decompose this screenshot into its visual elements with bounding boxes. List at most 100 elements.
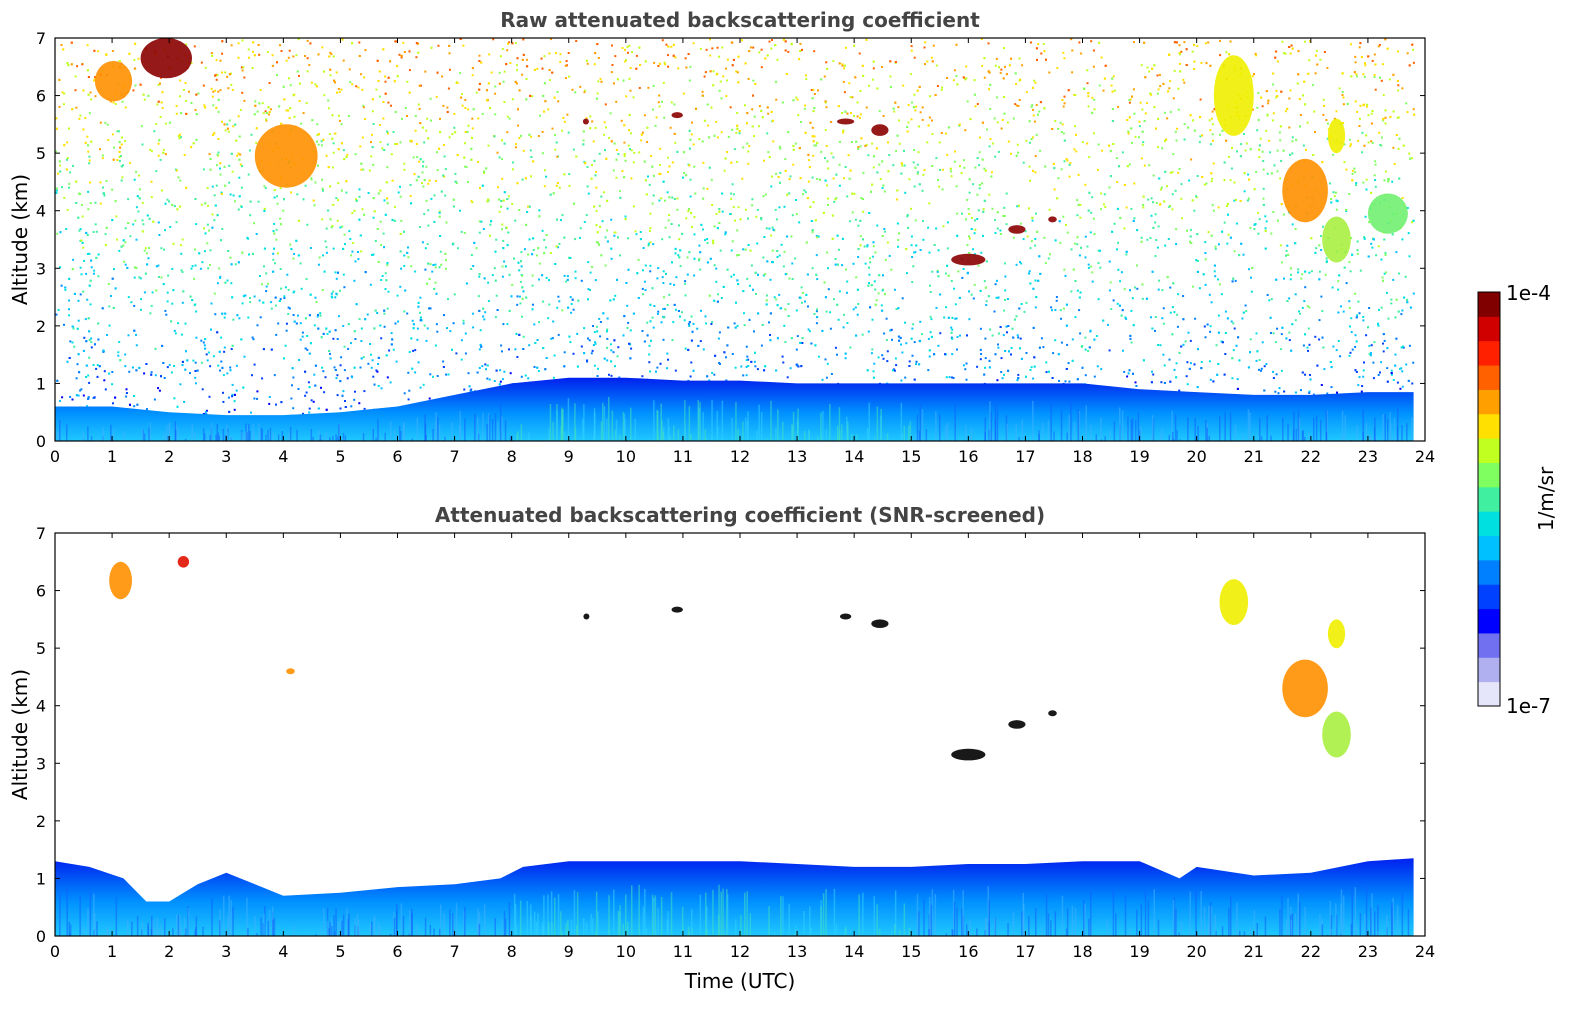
noise-speck (213, 292, 216, 295)
noise-speck (972, 297, 975, 300)
noise-speck (164, 153, 167, 156)
noise-speck (1078, 309, 1081, 312)
noise-speck (177, 176, 180, 179)
noise-speck (180, 244, 183, 247)
noise-speck (83, 336, 86, 339)
noise-speck (745, 359, 748, 362)
noise-speck (574, 277, 577, 280)
noise-speck (717, 337, 720, 340)
noise-speck (506, 323, 509, 326)
noise-speck (232, 125, 235, 128)
noise-speck (1015, 315, 1018, 318)
noise-speck (486, 377, 489, 380)
noise-speck (1006, 121, 1009, 124)
noise-speck (1330, 386, 1333, 389)
noise-speck (913, 149, 916, 151)
noise-speck (339, 364, 342, 367)
noise-speck (1032, 136, 1034, 139)
noise-speck (1158, 73, 1161, 76)
noise-speck (706, 238, 709, 240)
noise-speck (300, 122, 303, 125)
noise-speck (1382, 118, 1385, 121)
noise-speck (514, 219, 517, 222)
noise-speck (1089, 231, 1092, 234)
noise-speck (684, 282, 687, 285)
noise-speck (632, 161, 635, 164)
noise-speck (150, 304, 153, 307)
noise-speck (501, 350, 503, 353)
noise-speck (1390, 298, 1393, 301)
noise-speck (193, 277, 196, 280)
noise-speck (1054, 309, 1057, 311)
noise-speck (1308, 59, 1311, 62)
noise-speck (263, 185, 266, 188)
noise-speck (1326, 66, 1329, 69)
noise-speck (682, 176, 684, 179)
noise-speck (209, 365, 212, 368)
noise-speck (1377, 45, 1380, 48)
noise-speck (824, 157, 826, 160)
noise-speck (226, 279, 229, 282)
noise-speck (674, 141, 677, 144)
noise-speck (253, 295, 256, 298)
noise-speck (275, 228, 278, 231)
noise-speck (324, 240, 327, 243)
noise-speck (1152, 174, 1155, 177)
noise-speck (1365, 178, 1368, 181)
noise-speck (1034, 171, 1037, 174)
noise-speck (86, 44, 89, 47)
noise-speck (1123, 227, 1126, 230)
noise-speck (1163, 111, 1166, 114)
noise-speck (771, 249, 774, 252)
noise-speck (1032, 114, 1035, 117)
noise-speck (1256, 129, 1259, 132)
noise-speck (872, 245, 875, 248)
noise-speck (1369, 354, 1372, 357)
noise-speck (1230, 320, 1233, 323)
noise-speck (1116, 248, 1118, 251)
noise-speck (203, 104, 206, 107)
noise-speck (222, 391, 224, 394)
noise-speck (1140, 157, 1143, 160)
noise-speck (707, 124, 710, 127)
noise-speck (654, 124, 657, 127)
noise-speck (276, 202, 279, 205)
noise-speck (1329, 182, 1332, 185)
noise-speck (267, 282, 270, 285)
noise-speck (348, 68, 351, 71)
noise-speck (835, 197, 838, 200)
noise-speck (158, 234, 161, 236)
noise-speck (134, 84, 137, 87)
noise-speck (1060, 168, 1063, 171)
noise-speck (666, 156, 669, 159)
noise-speck (1158, 279, 1161, 282)
noise-speck (135, 238, 138, 241)
noise-speck (1356, 252, 1359, 255)
noise-speck (711, 47, 714, 50)
noise-speck (871, 255, 874, 258)
noise-speck (977, 209, 980, 212)
noise-speck (885, 317, 888, 320)
noise-speck (517, 124, 520, 127)
noise-speck (335, 277, 338, 280)
noise-speck (778, 293, 781, 296)
noise-speck (676, 197, 679, 200)
noise-speck (1241, 317, 1244, 320)
noise-speck (807, 180, 810, 183)
noise-speck (124, 227, 127, 230)
noise-speck (990, 171, 993, 174)
noise-speck (1240, 143, 1243, 146)
noise-speck (134, 219, 137, 222)
noise-speck (1055, 299, 1058, 302)
noise-speck (387, 290, 390, 293)
noise-speck (87, 208, 90, 211)
noise-speck (429, 373, 432, 376)
noise-speck (1368, 353, 1371, 356)
noise-speck (421, 182, 423, 184)
noise-speck (552, 320, 555, 323)
noise-speck (1133, 217, 1136, 220)
noise-speck (993, 117, 996, 120)
noise-speck (997, 343, 999, 346)
noise-speck (478, 348, 481, 351)
noise-speck (656, 313, 659, 315)
